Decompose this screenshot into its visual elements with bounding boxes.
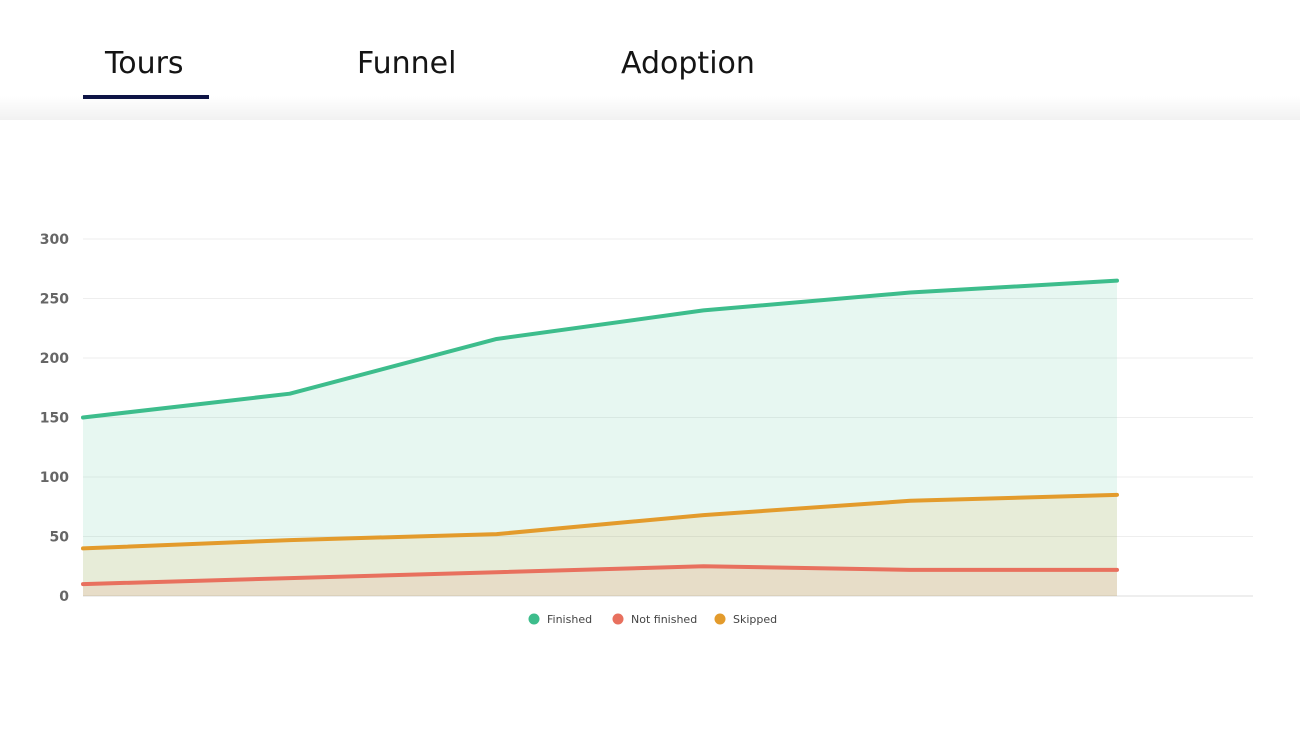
legend-label: Not finished [631, 613, 697, 626]
y-tick-label: 150 [40, 411, 69, 427]
active-tab-indicator [83, 95, 209, 99]
y-tick-label: 50 [50, 530, 70, 546]
y-tick-label: 0 [59, 589, 69, 605]
y-tick-label: 250 [40, 292, 69, 308]
tab-adoption[interactable]: Adoption [621, 46, 755, 81]
y-tick-label: 200 [40, 351, 69, 367]
y-axis-ticks: 0 50 100 150 200 250 300 [40, 232, 69, 605]
tab-funnel[interactable]: Funnel [357, 46, 457, 81]
tab-bar: Tours Funnel Adoption [0, 0, 1300, 120]
y-tick-label: 100 [40, 470, 69, 486]
legend-marker [714, 613, 726, 625]
legend-item: Not finished [612, 613, 697, 626]
tab-tours[interactable]: Tours [105, 46, 184, 81]
area-finished [83, 280, 1117, 596]
y-tick-label: 300 [40, 232, 69, 248]
legend-label: Finished [547, 613, 592, 626]
legend-marker [528, 613, 540, 625]
line-finished [81, 278, 1119, 420]
legend-item: Skipped [714, 613, 777, 626]
area-not-finished [83, 566, 1117, 596]
line-not-finished [81, 564, 1119, 587]
chart-grid [83, 238, 1253, 597]
legend-label: Skipped [733, 613, 777, 626]
legend-item: Finished [528, 613, 592, 626]
chart-legend: Finished Not finished Skipped [528, 613, 777, 626]
area-chart: 0 50 100 150 200 250 300 Finished Not finished S… [40, 232, 1253, 626]
line-skipped [81, 492, 1119, 551]
legend-marker [612, 613, 624, 625]
chart-areas [83, 280, 1117, 596]
chart-lines [81, 278, 1119, 587]
